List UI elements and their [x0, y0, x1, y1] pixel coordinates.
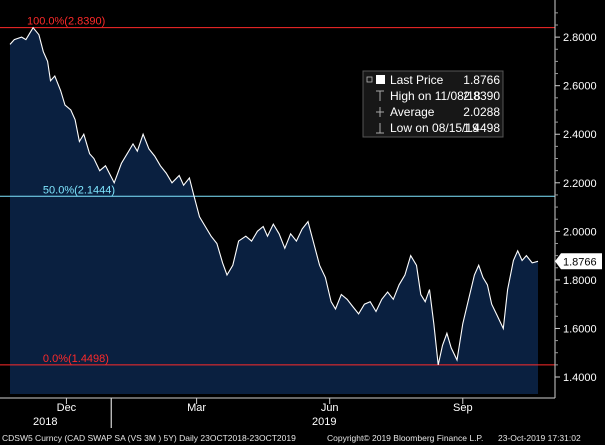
fib-level-label: 50.0%(2.1444) [43, 184, 115, 196]
price-chart: 100.0%(2.8390)50.0%(2.1444)0.0%(1.4498) … [0, 0, 602, 428]
y-tick-label: 1.4000 [563, 372, 597, 384]
legend-box [362, 70, 504, 138]
y-tick-label: 2.8000 [563, 32, 597, 44]
legend-row-label: Last Price [390, 73, 444, 87]
legend-swatch [376, 75, 385, 84]
y-tick-label: 2.6000 [563, 81, 597, 93]
legend-row-value: 2.0288 [463, 105, 500, 119]
y-tick-label: 2.0000 [563, 226, 597, 238]
legend-row-value: 1.4498 [463, 121, 500, 135]
footer-copyright: Copyright© 2019 Bloomberg Finance L.P. [327, 433, 484, 443]
legend-row-label: High on 11/08/18 [390, 89, 481, 103]
footer-security-info: CDSW5 Curncy (CAD SWAP SA (VS 3M ) 5Y) D… [2, 433, 296, 443]
y-tick-label: 2.2000 [563, 178, 597, 190]
legend-row-value: 1.8766 [463, 73, 500, 87]
legend-toggle-icon[interactable] [366, 76, 373, 83]
legend-row-label: Low on 08/15/19 [390, 121, 479, 135]
fib-level-label: 100.0%(2.8390) [27, 16, 105, 28]
chart-footer: CDSW5 Curncy (CAD SWAP SA (VS 3M ) 5Y) D… [2, 431, 602, 445]
x-tick-label: Dec [57, 402, 77, 414]
x-tick-label: Mar [187, 402, 206, 414]
series-area [10, 27, 538, 394]
footer-timestamp: 23-Oct-2019 17:31:02 [498, 433, 581, 443]
x-tick-label: Jun [321, 402, 339, 414]
y-tick-label: 2.4000 [563, 129, 597, 141]
legend-row-value: 2.8390 [463, 89, 500, 103]
year-label: 2019 [312, 416, 336, 428]
last-value-badge [555, 253, 602, 270]
fib-level-label: 0.0%(1.4498) [43, 353, 109, 365]
last-value-label: 1.8766 [563, 256, 597, 268]
legend-row-label: Average [390, 105, 435, 119]
x-tick-label: Sep [453, 402, 473, 414]
y-tick-label: 1.8000 [563, 275, 597, 287]
y-tick-label: 1.6000 [563, 323, 597, 335]
year-label: 2018 [33, 416, 57, 428]
series-line [9, 26, 539, 366]
